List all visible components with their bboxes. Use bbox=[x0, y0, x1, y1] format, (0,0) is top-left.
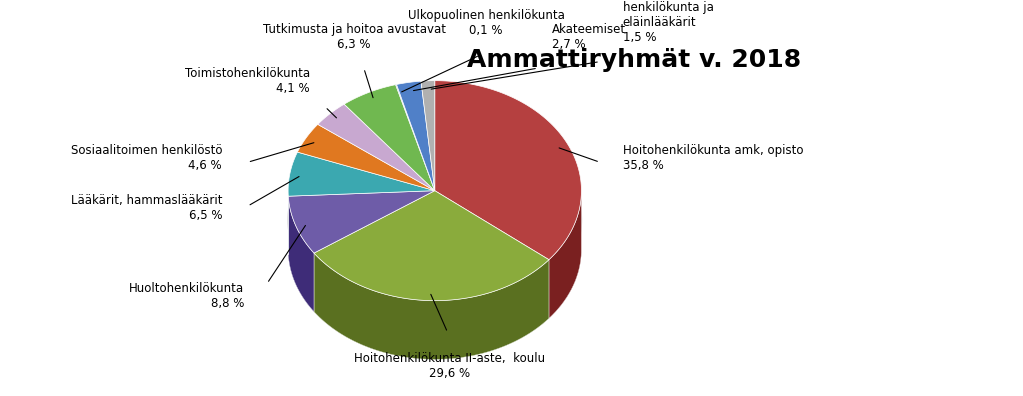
Polygon shape bbox=[344, 85, 435, 190]
Polygon shape bbox=[435, 81, 581, 260]
Polygon shape bbox=[314, 190, 549, 301]
Polygon shape bbox=[397, 81, 435, 190]
Polygon shape bbox=[314, 253, 549, 359]
Polygon shape bbox=[288, 196, 314, 312]
Text: Hoitohenkilökunta II-aste,  koulu
29,6 %: Hoitohenkilökunta II-aste, koulu 29,6 % bbox=[354, 352, 545, 380]
Text: Hoitohenkilökunta amk, opisto
35,8 %: Hoitohenkilökunta amk, opisto 35,8 % bbox=[623, 145, 803, 172]
Polygon shape bbox=[318, 104, 435, 190]
Polygon shape bbox=[298, 124, 435, 190]
Polygon shape bbox=[288, 110, 581, 330]
Text: Toimistohenkilökunta
4,1 %: Toimistohenkilökunta 4,1 % bbox=[185, 67, 310, 95]
Polygon shape bbox=[421, 81, 435, 190]
Text: Huoltohenkilökunta
8,8 %: Huoltohenkilökunta 8,8 % bbox=[129, 282, 244, 310]
Text: Ulkopuolinen henkilökunta
0,1 %: Ulkopuolinen henkilökunta 0,1 % bbox=[408, 9, 565, 37]
Text: Akateemiset
2,7 %: Akateemiset 2,7 % bbox=[552, 23, 626, 51]
Polygon shape bbox=[314, 253, 549, 359]
Polygon shape bbox=[396, 84, 435, 190]
Polygon shape bbox=[288, 152, 435, 196]
Text: Tutkimusta ja hoitoa avustavat
6,3 %: Tutkimusta ja hoitoa avustavat 6,3 % bbox=[263, 23, 446, 51]
Text: Sosiaalitoimen henkilöstö
4,6 %: Sosiaalitoimen henkilöstö 4,6 % bbox=[71, 145, 222, 172]
Text: Lääkärit, hammaslääkärit
6,5 %: Lääkärit, hammaslääkärit 6,5 % bbox=[71, 194, 222, 222]
Text: Ympäristövalvonta
henkilökunta ja
eläinlääkärit
1,5 %: Ympäristövalvonta henkilökunta ja eläinl… bbox=[623, 0, 733, 44]
Polygon shape bbox=[288, 190, 435, 253]
Polygon shape bbox=[288, 196, 314, 312]
Polygon shape bbox=[549, 194, 581, 318]
Text: Ammattiryhmät v. 2018: Ammattiryhmät v. 2018 bbox=[468, 48, 801, 72]
Polygon shape bbox=[549, 197, 581, 318]
